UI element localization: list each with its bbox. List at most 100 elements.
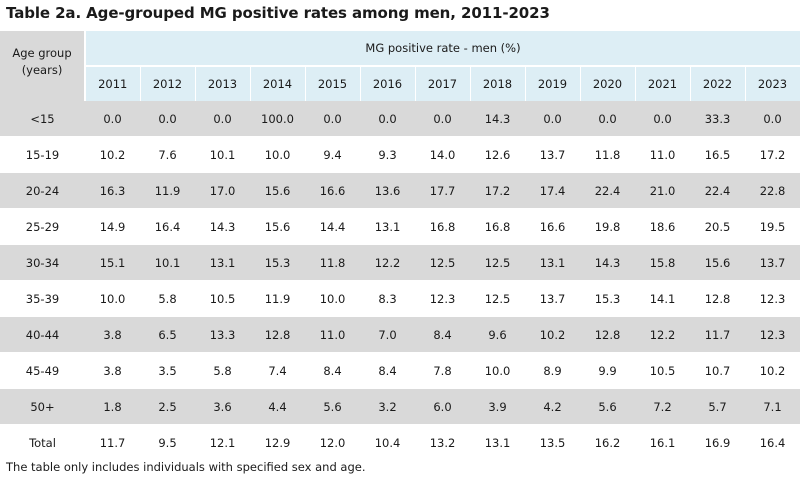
rate-cell: 12.5 (470, 244, 525, 281)
rate-cell: 9.4 (305, 136, 360, 173)
year-header: 2021 (635, 66, 691, 101)
rate-cell: 8.4 (305, 352, 360, 389)
rate-cell: 20.5 (690, 208, 745, 245)
rate-cell: 16.8 (415, 208, 470, 245)
year-header: 2014 (250, 66, 306, 101)
rate-cell: 5.6 (305, 388, 360, 425)
rate-cell: 4.2 (525, 388, 580, 425)
rate-cell: 12.5 (470, 280, 525, 317)
age-group-label: Age group (12, 46, 72, 60)
rate-cell: 18.6 (635, 208, 690, 245)
rate-cell: 12.5 (415, 244, 470, 281)
rate-cell: 13.1 (360, 208, 415, 245)
rate-cell: 17.2 (745, 136, 800, 173)
age-group-cell: 50+ (0, 388, 85, 425)
rate-cell: 3.5 (140, 352, 195, 389)
rate-cell: 11.7 (690, 316, 745, 353)
rate-cell: 12.3 (745, 280, 800, 317)
rate-cell: 22.8 (745, 172, 800, 209)
rate-cell: 16.1 (635, 424, 690, 461)
rate-cell: 17.7 (415, 172, 470, 209)
year-header: 2018 (470, 66, 526, 101)
rate-cell: 3.2 (360, 388, 415, 425)
rate-cell: 8.3 (360, 280, 415, 317)
rate-cell: 15.6 (250, 208, 305, 245)
year-header: 2017 (415, 66, 471, 101)
rate-cell: 15.6 (250, 172, 305, 209)
rate-cell: 5.6 (580, 388, 635, 425)
rate-cell: 6.0 (415, 388, 470, 425)
age-group-cell: Total (0, 424, 85, 461)
rate-cell: 8.9 (525, 352, 580, 389)
rate-cell: 0.0 (580, 101, 635, 137)
rate-cell: 12.0 (305, 424, 360, 461)
rate-cell: 9.5 (140, 424, 195, 461)
rate-cell: 7.1 (745, 388, 800, 425)
rate-cell: 100.0 (250, 101, 305, 137)
rate-cell: 12.1 (195, 424, 250, 461)
rate-cell: 0.0 (415, 101, 470, 137)
age-group-cell: 45-49 (0, 352, 85, 389)
rate-cell: 5.7 (690, 388, 745, 425)
rate-cell: 6.5 (140, 316, 195, 353)
rate-cell: 14.0 (415, 136, 470, 173)
table-row: 40-44 3.8 6.5 13.3 12.8 11.0 7.0 8.4 9.6 10.2 12.8… (0, 316, 800, 353)
rate-cell: 16.4 (140, 208, 195, 245)
rate-cell: 10.4 (360, 424, 415, 461)
rate-cell: 33.3 (690, 101, 745, 137)
rate-cell: 12.2 (635, 316, 690, 353)
rate-cell: 10.0 (470, 352, 525, 389)
rate-cell: 5.8 (195, 352, 250, 389)
rate-cell: 15.3 (250, 244, 305, 281)
rate-cell: 11.9 (250, 280, 305, 317)
rate-cell: 12.2 (360, 244, 415, 281)
year-header: 2019 (525, 66, 581, 101)
rate-cell: 7.4 (250, 352, 305, 389)
rate-cell: 1.8 (85, 388, 140, 425)
table-row: <15 0.0 0.0 0.0 100.0 0.0 0.0 0.0 14.3 0.0 0.0 0.0 3… (0, 101, 800, 137)
year-header: 2022 (690, 66, 746, 101)
rate-cell: 7.6 (140, 136, 195, 173)
rate-cell: 3.8 (85, 316, 140, 353)
rate-cell: 14.3 (470, 101, 525, 137)
age-group-cell: 30-34 (0, 244, 85, 281)
rate-cell: 10.5 (195, 280, 250, 317)
rate-cell: 16.9 (690, 424, 745, 461)
rate-cell: 19.8 (580, 208, 635, 245)
header-row-years: 2011 2012 2013 2014 2015 2016 2017 2018 2019 2020… (0, 66, 800, 101)
table-title: Table 2a. Age-grouped MG positive rates … (6, 4, 550, 22)
mg-rates-table: Age group (years) MG positive rate - men… (0, 31, 800, 461)
table-row: 20-24 16.3 11.9 17.0 15.6 16.6 13.6 17.7 17.2 17.… (0, 172, 800, 209)
year-header: 2011 (85, 66, 141, 101)
rate-cell: 12.6 (470, 136, 525, 173)
rate-cell: 7.2 (635, 388, 690, 425)
table-row: 35-39 10.0 5.8 10.5 11.9 10.0 8.3 12.3 12.5 13.7 1… (0, 280, 800, 317)
footnote: The table only includes individuals with… (6, 460, 366, 474)
age-group-cell: 15-19 (0, 136, 85, 173)
rate-cell: 0.0 (195, 101, 250, 137)
table-row: Total 11.7 9.5 12.1 12.9 12.0 10.4 13.2 13.1 13.5… (0, 424, 800, 461)
rate-cell: 12.9 (250, 424, 305, 461)
year-header: 2015 (305, 66, 361, 101)
rate-cell: 3.8 (85, 352, 140, 389)
rate-cell: 15.3 (580, 280, 635, 317)
table-row: 30-34 15.1 10.1 13.1 15.3 11.8 12.2 12.5 12.5 13.… (0, 244, 800, 281)
age-group-unit: (years) (21, 63, 63, 77)
rate-cell: 0.0 (305, 101, 360, 137)
rate-cell: 9.9 (580, 352, 635, 389)
rate-cell: 19.5 (745, 208, 800, 245)
rate-cell: 14.3 (580, 244, 635, 281)
year-header: 2012 (140, 66, 196, 101)
rate-cell: 8.4 (360, 352, 415, 389)
rate-cell: 17.0 (195, 172, 250, 209)
rate-cell: 5.8 (140, 280, 195, 317)
rate-cell: 10.2 (525, 316, 580, 353)
rate-cell: 12.8 (580, 316, 635, 353)
age-group-cell: 35-39 (0, 280, 85, 317)
age-group-cell: 20-24 (0, 172, 85, 209)
age-group-cell: 25-29 (0, 208, 85, 245)
rate-cell: 14.3 (195, 208, 250, 245)
rate-cell: 15.1 (85, 244, 140, 281)
rate-cell: 16.6 (525, 208, 580, 245)
rate-cell: 10.0 (250, 136, 305, 173)
